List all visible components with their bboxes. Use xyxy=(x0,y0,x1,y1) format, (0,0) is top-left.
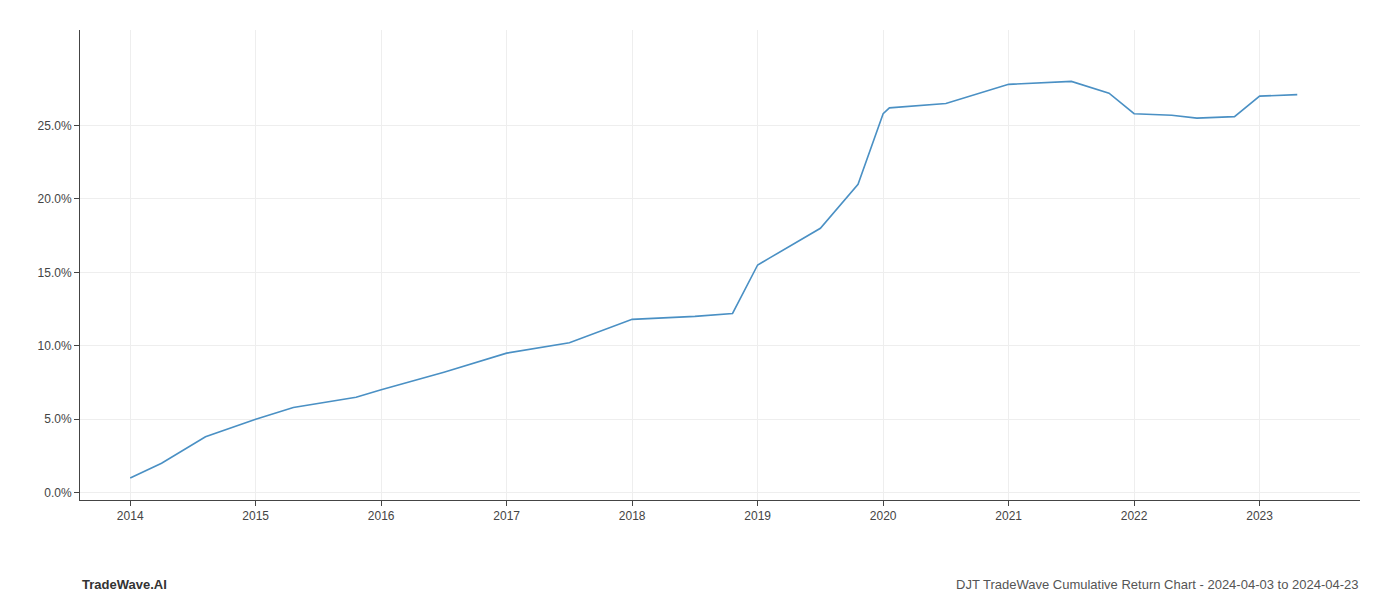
svg-text:20.0%: 20.0% xyxy=(38,192,72,206)
svg-text:2015: 2015 xyxy=(242,509,269,523)
svg-text:2018: 2018 xyxy=(619,509,646,523)
svg-text:2023: 2023 xyxy=(1246,509,1273,523)
svg-text:2017: 2017 xyxy=(493,509,520,523)
svg-text:2016: 2016 xyxy=(368,509,395,523)
svg-text:0.0%: 0.0% xyxy=(44,486,72,500)
svg-text:2019: 2019 xyxy=(744,509,771,523)
svg-text:25.0%: 25.0% xyxy=(38,119,72,133)
svg-text:2022: 2022 xyxy=(1121,509,1148,523)
svg-text:2020: 2020 xyxy=(870,509,897,523)
svg-text:15.0%: 15.0% xyxy=(38,266,72,280)
svg-text:TradeWave.AI: TradeWave.AI xyxy=(82,577,167,592)
svg-text:5.0%: 5.0% xyxy=(44,412,72,426)
svg-text:2021: 2021 xyxy=(995,509,1022,523)
svg-text:DJT TradeWave Cumulative Retur: DJT TradeWave Cumulative Return Chart - … xyxy=(956,577,1358,592)
svg-text:2014: 2014 xyxy=(117,509,144,523)
svg-text:10.0%: 10.0% xyxy=(38,339,72,353)
